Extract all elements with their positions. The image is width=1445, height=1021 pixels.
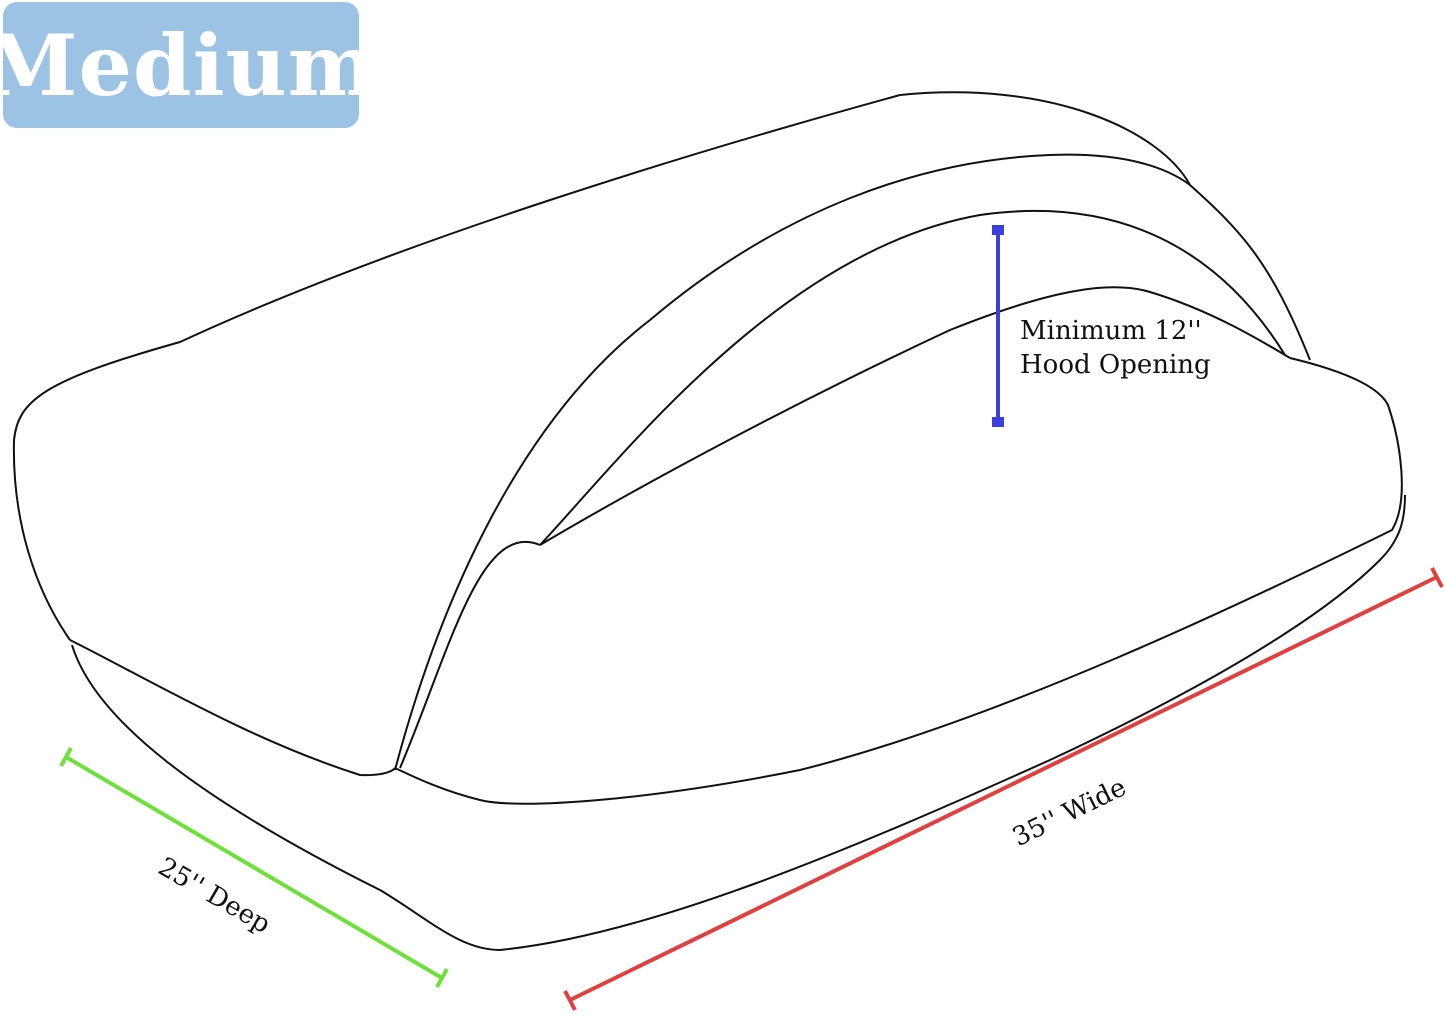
- size-badge-label: Medium: [0, 15, 378, 115]
- bed-base-outline: [71, 494, 1406, 952]
- hood-opening-label: Minimum 12'' Hood Opening: [1020, 314, 1211, 382]
- bed-left-seam: [69, 639, 396, 777]
- depth-measure-line: [59, 747, 449, 988]
- hood-inner-arc: [399, 209, 1286, 769]
- hood-measure-line: [992, 225, 1004, 427]
- size-badge: Medium: [0, 2, 377, 128]
- bed-right-cushion: [394, 357, 1403, 805]
- width-measure-line: [563, 567, 1444, 1011]
- hood-opening-edge: [539, 286, 1291, 546]
- hood-outer-edge: [394, 153, 1191, 771]
- hood-label-line1: Minimum 12'': [1020, 316, 1202, 346]
- hood-label-line2: Hood Opening: [1020, 350, 1211, 380]
